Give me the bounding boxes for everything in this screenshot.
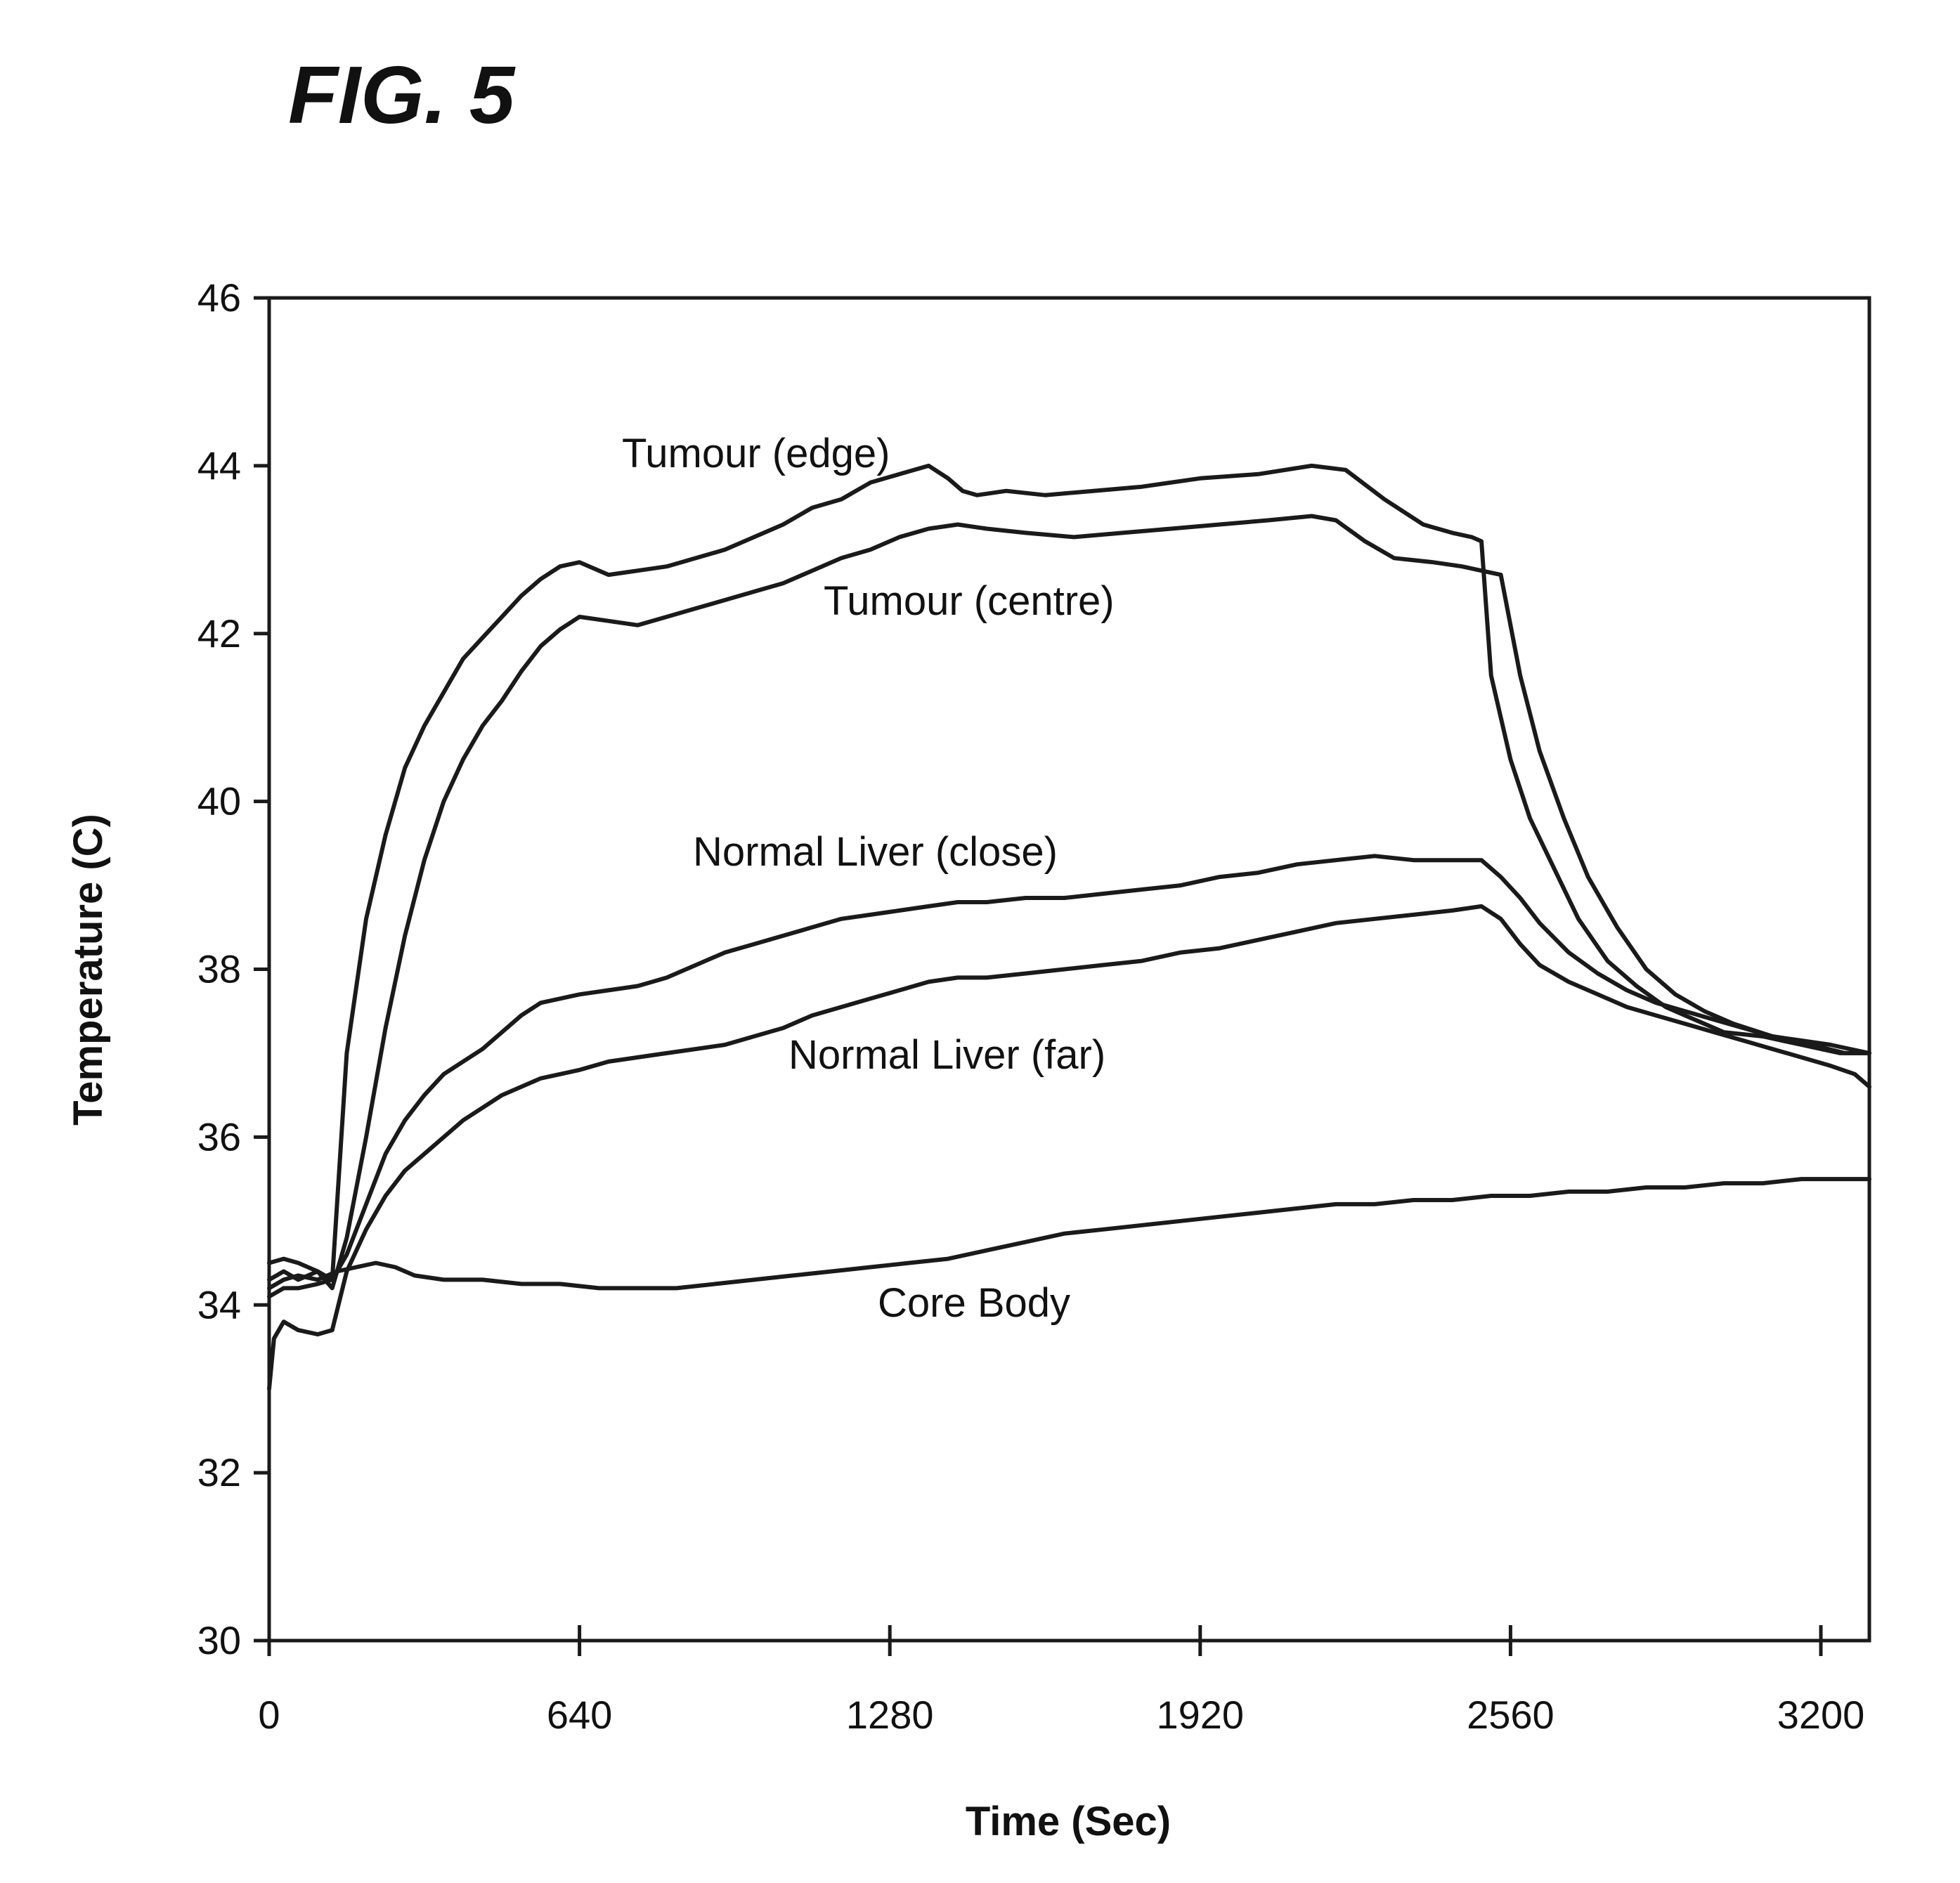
y-tick-label: 38 (197, 947, 241, 991)
plot-area: 30 32 34 36 38 40 42 44 46 0 640 1280 1920 2560 3200 (197, 275, 1869, 1737)
y-tick-label: 36 (197, 1114, 241, 1159)
label-normal-liver-close: Normal Liver (close) (693, 829, 1058, 875)
x-tick-label: 1280 (846, 1693, 934, 1737)
label-tumour-centre: Tumour (centre) (824, 578, 1115, 624)
y-tick-label: 30 (197, 1618, 241, 1662)
y-axis-ticks: 30 32 34 36 38 40 42 44 46 (197, 275, 269, 1662)
x-tick-label: 2560 (1467, 1693, 1555, 1737)
y-tick-label: 32 (197, 1450, 241, 1494)
y-tick-label: 34 (197, 1282, 241, 1327)
x-tick-label: 0 (258, 1693, 280, 1737)
y-tick-label: 42 (197, 611, 241, 656)
y-tick-label: 40 (197, 779, 241, 823)
y-tick-label: 44 (197, 443, 241, 488)
x-tick-label: 3200 (1777, 1693, 1865, 1737)
label-normal-liver-far: Normal Liver (far) (788, 1032, 1105, 1078)
label-core-body: Core Body (878, 1280, 1070, 1326)
y-axis-title: Temperature (C) (65, 814, 111, 1126)
label-tumour-edge: Tumour (edge) (622, 431, 890, 476)
x-tick-label: 1920 (1157, 1693, 1245, 1737)
x-axis-title: Time (Sec) (966, 1799, 1171, 1844)
x-tick-label: 640 (547, 1693, 612, 1737)
series-line-core-body (269, 1179, 1869, 1288)
figure-title: FIG. 5 (288, 49, 516, 141)
y-tick-label: 46 (197, 275, 241, 320)
series-line-tumour-centre (269, 516, 1869, 1289)
